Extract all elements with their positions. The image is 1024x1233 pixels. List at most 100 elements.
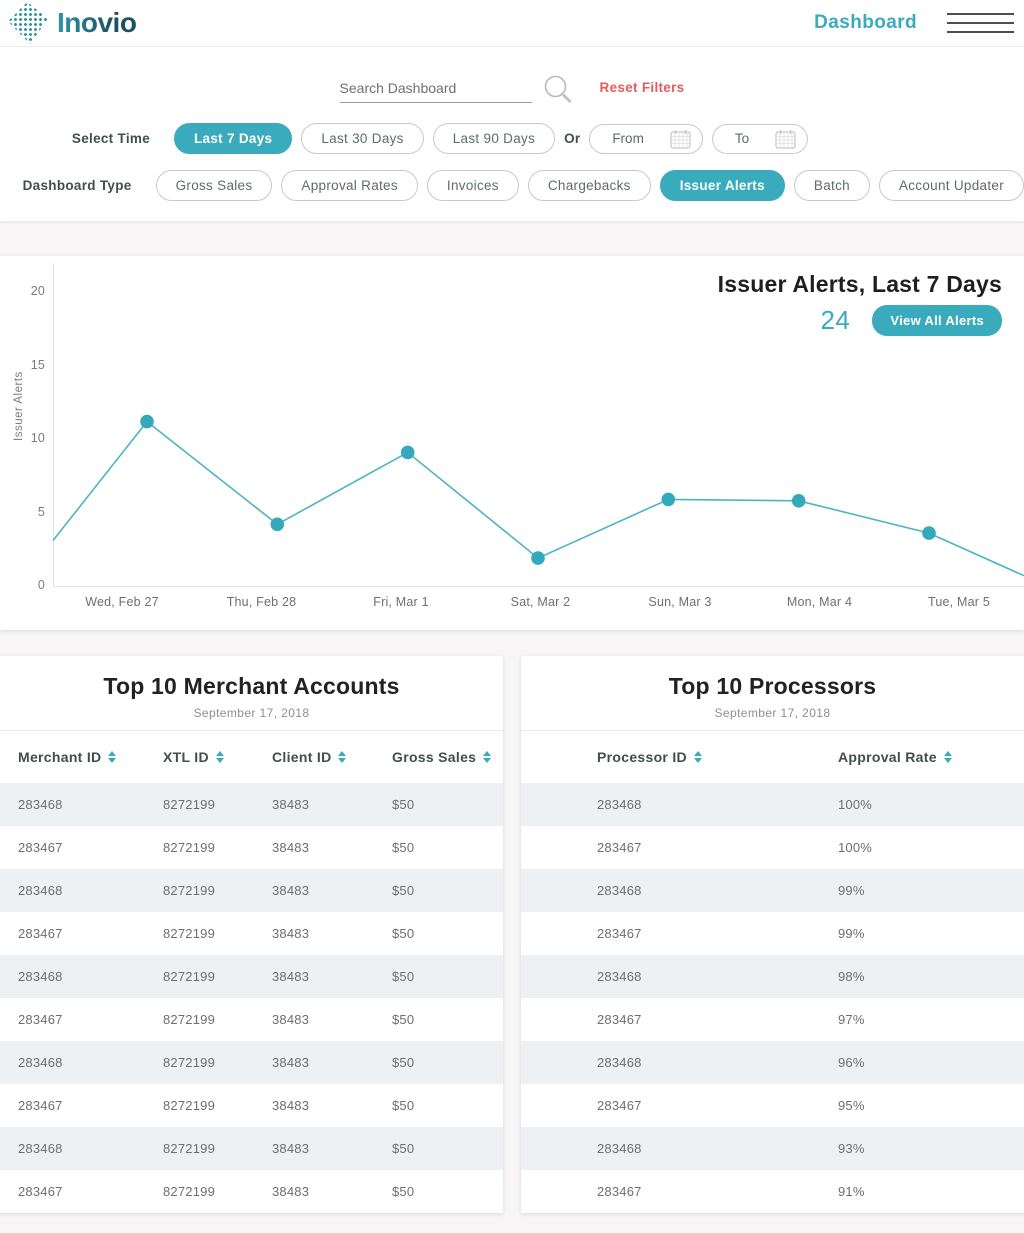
merchant-table-row: 283467 8272199 38483 $50 <box>0 998 503 1041</box>
search-row: Reset Filters <box>0 73 1024 105</box>
table-cell: 283468 <box>597 1141 642 1156</box>
table-cell: 283467 <box>18 1098 63 1113</box>
type-filter-account-updater[interactable]: Account Updater <box>878 170 1024 201</box>
table-cell: 283467 <box>597 926 642 941</box>
x-tick-label: Sun, Mar 3 <box>648 595 712 609</box>
processors-card: Top 10 Processors September 17, 2018 Pro… <box>521 656 1024 1213</box>
processor-table-date: September 17, 2018 <box>714 706 831 720</box>
reset-filters-link[interactable]: Reset Filters <box>599 80 685 95</box>
data-point-fri-mar-1[interactable] <box>400 445 415 460</box>
merchant-table-columns: Merchant ID XTL ID Client ID Gross Sales <box>0 731 503 783</box>
processor-table-title: Top 10 Processors <box>668 673 877 699</box>
date-pills: From To <box>589 123 809 154</box>
hamburger-menu-icon[interactable] <box>947 9 1014 37</box>
table-cell: 91% <box>838 1184 865 1199</box>
table-cell: 38483 <box>272 1098 310 1113</box>
table-cell: 99% <box>838 926 865 941</box>
merchant-table-row: 283468 8272199 38483 $50 <box>0 955 503 998</box>
table-cell: $50 <box>392 1012 415 1027</box>
table-cell: 8272199 <box>163 840 216 855</box>
type-filter-chargebacks[interactable]: Chargebacks <box>527 170 651 201</box>
processor-table-row: 283467 99% <box>521 912 1024 955</box>
type-filter-batch[interactable]: Batch <box>793 170 870 201</box>
merchant-table-col-merchant-id[interactable]: Merchant ID <box>18 749 163 765</box>
merchant-table-row: 283468 8272199 38483 $50 <box>0 783 503 826</box>
data-point-mon-mar-4[interactable] <box>791 494 806 508</box>
table-cell: 8272199 <box>163 797 216 812</box>
sort-arrows-icon[interactable] <box>693 751 702 763</box>
table-cell: 283467 <box>597 840 642 855</box>
issuer-alerts-line-chart <box>52 414 1024 577</box>
type-filter-approval-rates[interactable]: Approval Rates <box>281 170 418 201</box>
table-cell: 98% <box>838 969 865 984</box>
column-header-label: Gross Sales <box>392 749 477 765</box>
x-tick-label: Fri, Mar 1 <box>373 595 429 609</box>
table-cell: $50 <box>392 840 415 855</box>
table-cell: $50 <box>392 1141 415 1156</box>
data-point-sat-mar-2[interactable] <box>531 551 545 565</box>
time-filter-last-7-days[interactable]: Last 7 Days <box>174 123 293 154</box>
from-date-button[interactable]: From <box>589 123 703 154</box>
logo-text: Inovio <box>57 7 137 38</box>
table-cell: 283468 <box>18 797 63 812</box>
merchant-table-col-gross-sales[interactable]: Gross Sales <box>392 749 503 765</box>
merchant-table-date: September 17, 2018 <box>193 706 310 720</box>
table-cell: 283467 <box>18 1012 63 1027</box>
processor-table-head: Top 10 Processors September 17, 2018 <box>521 656 1024 731</box>
topbar-right: Dashboard <box>814 9 1014 37</box>
processor-table-row: 283468 98% <box>521 955 1024 998</box>
table-cell: 283467 <box>597 1098 642 1113</box>
processor-table-row: 283468 96% <box>521 1041 1024 1084</box>
sort-arrows-icon[interactable] <box>215 751 224 763</box>
table-cell: 99% <box>838 883 865 898</box>
table-cell: 283467 <box>597 1012 642 1027</box>
time-filter-last-90-days[interactable]: Last 90 Days <box>432 123 556 154</box>
type-filter-invoices[interactable]: Invoices <box>426 170 519 201</box>
data-point-thu-feb-28[interactable] <box>270 517 285 532</box>
x-tick-label: Tue, Mar 5 <box>928 595 990 609</box>
sort-arrows-icon[interactable] <box>483 751 492 763</box>
sort-arrows-icon[interactable] <box>338 751 347 763</box>
data-point-wed-feb-27[interactable] <box>140 414 154 429</box>
merchant-table-row: 283467 8272199 38483 $50 <box>0 1084 503 1127</box>
data-point-sun-mar-3[interactable] <box>661 492 676 507</box>
table-cell: 283467 <box>18 840 63 855</box>
type-filter-gross-sales[interactable]: Gross Sales <box>155 170 273 201</box>
y-tick-label: 5 <box>37 504 45 519</box>
sort-arrows-icon[interactable] <box>943 751 952 763</box>
search-input[interactable] <box>339 76 532 103</box>
table-cell: $50 <box>392 926 415 941</box>
data-point-tue-mar-5[interactable] <box>922 526 936 540</box>
merchant-table-col-xtl-id[interactable]: XTL ID <box>163 749 272 765</box>
type-filter-issuer-alerts[interactable]: Issuer Alerts <box>659 170 785 201</box>
processor-table-col-approval-rate[interactable]: Approval Rate <box>838 749 1024 765</box>
merchant-table-head: Top 10 Merchant Accounts September 17, 2… <box>0 656 503 731</box>
table-cell: 8272199 <box>163 883 216 898</box>
table-cell: 8272199 <box>163 1141 216 1156</box>
table-cell: 93% <box>838 1141 865 1156</box>
table-cell: 283467 <box>18 1184 63 1199</box>
table-cell: 283468 <box>597 969 642 984</box>
column-header-label: Approval Rate <box>838 749 937 765</box>
sort-arrows-icon[interactable] <box>108 751 117 763</box>
table-cell: 8272199 <box>163 1012 216 1027</box>
table-cell: 95% <box>838 1098 865 1113</box>
table-cell: 8272199 <box>163 969 216 984</box>
time-filter-last-30-days[interactable]: Last 30 Days <box>301 123 424 154</box>
y-tick-label: 10 <box>30 431 45 446</box>
tables-section: Top 10 Merchant Accounts September 17, 2… <box>0 656 1024 1213</box>
search-icon[interactable] <box>542 73 574 105</box>
table-cell: $50 <box>392 1184 415 1199</box>
view-all-alerts-button[interactable]: View All Alerts <box>872 305 1002 336</box>
type-filter-row: Dashboard Type Gross Sales Approval Rates… <box>0 170 1024 201</box>
nav-title-dashboard[interactable]: Dashboard <box>814 12 917 33</box>
table-cell: 38483 <box>272 1141 310 1156</box>
calendar-icon <box>670 129 691 149</box>
merchant-table-col-client-id[interactable]: Client ID <box>272 749 392 765</box>
merchant-table-row: 283468 8272199 38483 $50 <box>0 1041 503 1084</box>
table-cell: $50 <box>392 969 415 984</box>
processor-table-row: 283467 100% <box>521 826 1024 869</box>
merchant-table-row: 283467 8272199 38483 $50 <box>0 826 503 869</box>
to-date-button[interactable]: To <box>711 123 809 154</box>
processor-table-col-processor-id[interactable]: Processor ID <box>597 749 838 765</box>
